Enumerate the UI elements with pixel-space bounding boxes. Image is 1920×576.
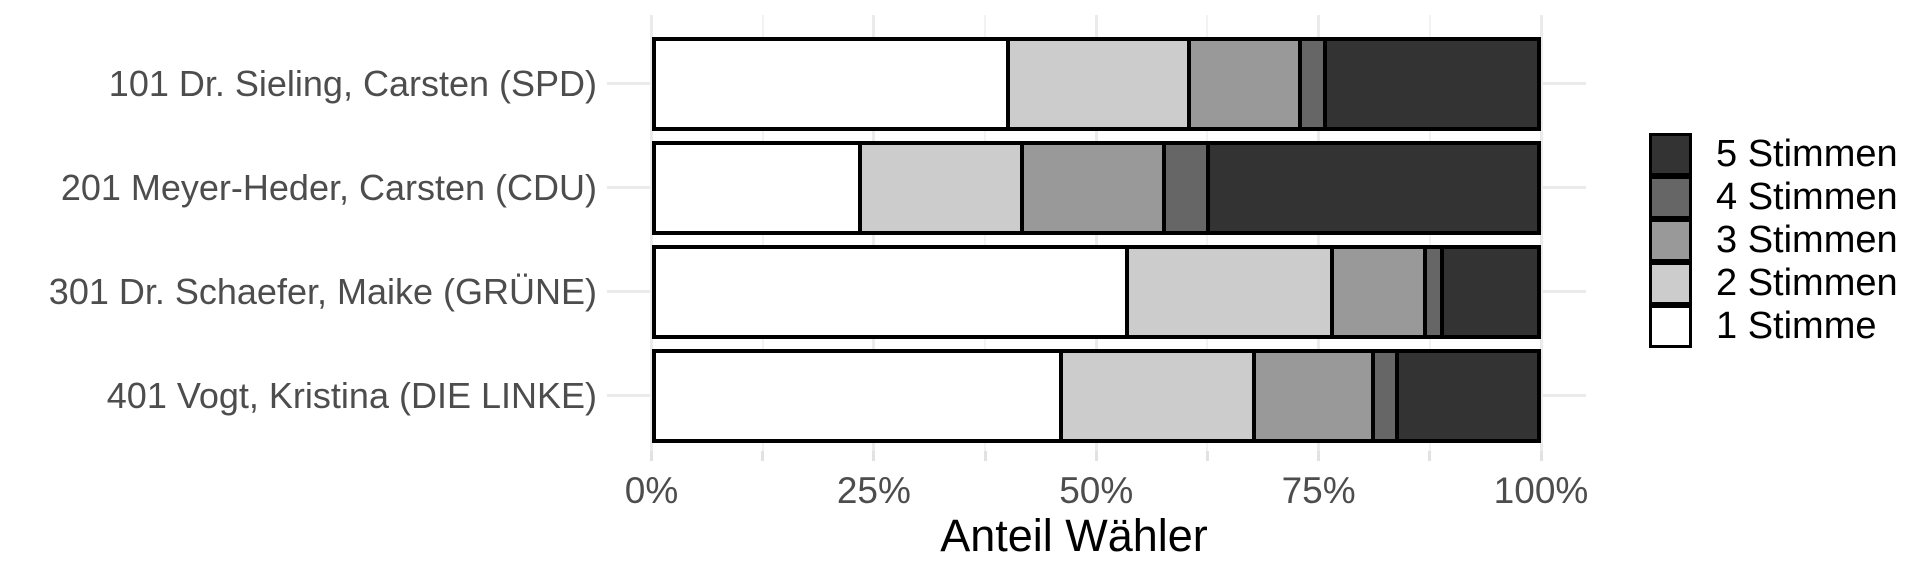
x-axis-tick: [1539, 451, 1543, 461]
legend: 5 Stimmen 4 Stimmen 3 Stimmen 2 Stimmen 1 St…: [1649, 133, 1898, 348]
legend-entry: 3 Stimmen: [1649, 219, 1898, 262]
bar-segment-1-stimme: [655, 352, 1063, 439]
legend-entry: 1 Stimme: [1649, 305, 1898, 348]
x-axis-tick: [1317, 451, 1321, 461]
bar-row: [651, 140, 1541, 235]
vertical-major-gridline: [1539, 15, 1543, 451]
bar-segment-5-stimmen: [1209, 144, 1537, 231]
bar-segment-2-stimmen: [862, 144, 1025, 231]
x-tick-label: 50%: [1059, 470, 1134, 511]
legend-swatch: [1649, 176, 1692, 219]
bar-segment-2-stimmen: [1128, 248, 1335, 335]
legend-swatch: [1649, 262, 1692, 305]
bar-segment-3-stimmen: [1024, 144, 1167, 231]
x-axis-tick: [983, 451, 987, 461]
bar-row: [651, 348, 1541, 443]
legend-label: 1 Stimme: [1716, 305, 1877, 347]
x-axis-title: Anteil Wähler: [940, 510, 1208, 561]
legend-swatch: [1649, 305, 1692, 348]
legend-label: 3 Stimmen: [1716, 219, 1898, 261]
bar-segment-4-stimmen: [1426, 248, 1444, 335]
legend-label: 5 Stimmen: [1716, 133, 1898, 175]
bar-row: [651, 36, 1541, 131]
y-axis-label: 301 Dr. Schaefer, Maike (GRÜNE): [48, 270, 597, 312]
bar-segment-4-stimmen: [1301, 40, 1327, 127]
x-tick-label: 75%: [1281, 470, 1356, 511]
bar-segment-3-stimmen: [1334, 248, 1427, 335]
x-tick-label: 0%: [624, 470, 679, 511]
bar-segment-1-stimme: [655, 144, 863, 231]
legend-entry: 4 Stimmen: [1649, 176, 1898, 219]
bar-segment-2-stimmen: [1062, 352, 1257, 439]
x-tick-label: 25%: [836, 470, 911, 511]
y-axis-label: 201 Meyer-Heder, Carsten (CDU): [60, 166, 597, 208]
bar-segment-1-stimme: [655, 248, 1129, 335]
x-axis-tick: [761, 451, 765, 461]
legend-swatch: [1649, 219, 1692, 262]
y-axis-label: 101 Dr. Sieling, Carsten (SPD): [108, 62, 597, 104]
legend-entry: 2 Stimmen: [1649, 262, 1898, 305]
bar-segment-2-stimmen: [1010, 40, 1192, 127]
x-axis-tick: [1205, 451, 1209, 461]
x-tick-label: 100%: [1493, 470, 1589, 511]
bar-row: [651, 244, 1541, 339]
bar-segment-3-stimmen: [1191, 40, 1302, 127]
legend-swatch: [1649, 133, 1692, 176]
bar-segment-1-stimme: [655, 40, 1011, 127]
legend-label: 4 Stimmen: [1716, 176, 1898, 218]
y-axis-label: 401 Vogt, Kristina (DIE LINKE): [106, 374, 597, 416]
bar-segment-5-stimmen: [1443, 248, 1537, 335]
x-axis-tick: [1428, 451, 1432, 461]
legend-label: 2 Stimmen: [1716, 262, 1898, 304]
bar-segment-3-stimmen: [1256, 352, 1376, 439]
bar-segment-4-stimmen: [1375, 352, 1399, 439]
x-axis-tick: [650, 451, 653, 461]
legend-entry: 5 Stimmen: [1649, 133, 1898, 176]
x-axis-tick: [1094, 451, 1098, 461]
bar-segment-5-stimmen: [1326, 40, 1537, 127]
bar-segment-5-stimmen: [1398, 352, 1538, 439]
x-axis-tick: [872, 451, 876, 461]
bar-segment-4-stimmen: [1166, 144, 1210, 231]
